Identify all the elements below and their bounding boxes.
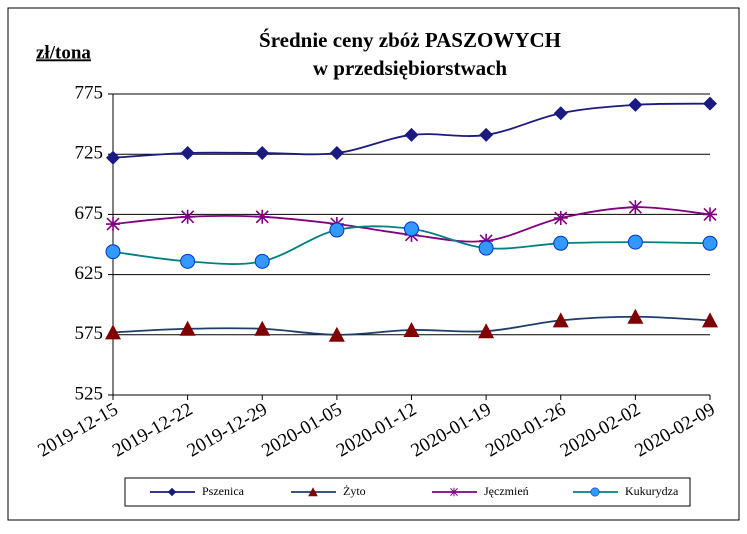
data-point xyxy=(254,253,270,269)
data-point xyxy=(328,326,345,342)
data-point xyxy=(627,308,644,324)
data-point xyxy=(478,240,494,256)
data-point xyxy=(628,97,643,112)
chart-frame xyxy=(7,7,740,521)
legend-marker xyxy=(308,487,318,497)
y-tick-label: 625 xyxy=(75,263,104,284)
legend-marker xyxy=(449,487,459,497)
data-point xyxy=(106,217,120,232)
data-point xyxy=(702,235,718,251)
data-point xyxy=(553,235,569,251)
data-point xyxy=(404,127,419,142)
legend-label: Kukurydza xyxy=(625,484,679,498)
legend-label: Pszenica xyxy=(202,484,245,498)
data-point xyxy=(255,145,270,160)
data-point xyxy=(179,320,196,336)
y-tick-label: 775 xyxy=(75,82,104,103)
y-tick-label: 525 xyxy=(75,383,104,404)
chart-title: w przedsiębiorstwach xyxy=(313,56,508,80)
data-point xyxy=(479,127,494,142)
y-tick-label: 725 xyxy=(75,143,104,164)
data-point xyxy=(105,324,121,340)
data-point xyxy=(628,200,643,215)
data-point xyxy=(404,221,419,237)
data-point xyxy=(627,234,643,250)
data-point xyxy=(552,312,569,328)
data-point xyxy=(254,320,271,336)
data-point xyxy=(329,222,345,238)
data-point xyxy=(180,253,196,269)
data-point xyxy=(703,207,717,222)
legend-label: Żyto xyxy=(343,484,366,498)
y-tick-label: 575 xyxy=(75,323,104,344)
data-point xyxy=(553,211,568,226)
data-point xyxy=(180,145,195,160)
data-point xyxy=(180,209,195,224)
data-point xyxy=(553,106,568,121)
data-point xyxy=(106,150,120,165)
data-point xyxy=(403,321,420,337)
data-point xyxy=(478,323,495,339)
legend-marker xyxy=(590,487,600,497)
data-point xyxy=(329,145,344,160)
chart-title: Średnie ceny zbóż PASZOWYCH xyxy=(259,28,561,52)
y-axis-label: zł/tona xyxy=(36,42,91,63)
data-point xyxy=(703,96,717,111)
legend-label: Jęczmień xyxy=(484,484,529,498)
data-point xyxy=(105,244,121,260)
data-point xyxy=(255,209,270,224)
data-point xyxy=(702,312,718,328)
y-tick-label: 675 xyxy=(75,203,104,224)
